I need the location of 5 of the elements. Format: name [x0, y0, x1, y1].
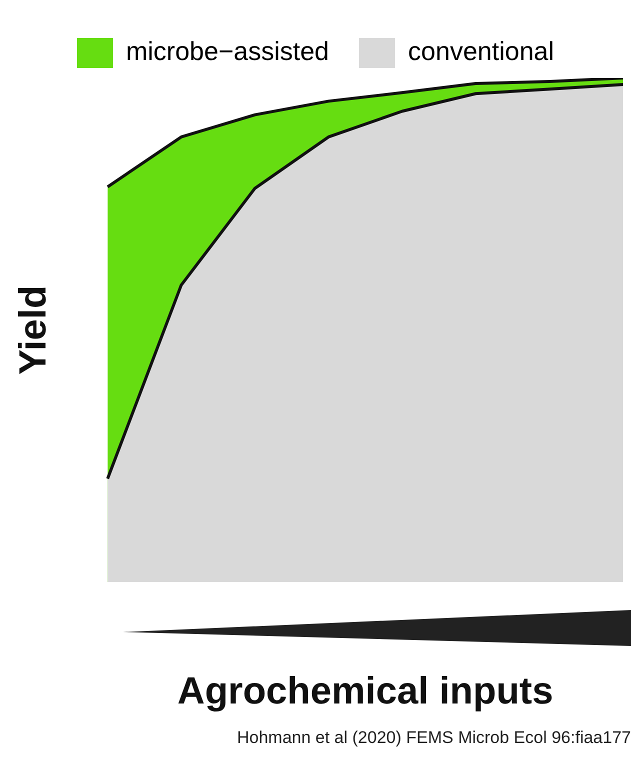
y-axis-title: Yield	[12, 285, 54, 375]
text: Hohmann et al (2020) FEMS Microb Ecol 96:fiaa177	[236, 728, 631, 748]
legend-label: microbe−assisted	[126, 36, 330, 66]
legend-label: conventional	[408, 36, 554, 66]
x-axis-title: Agrochemical inputs	[177, 670, 554, 713]
